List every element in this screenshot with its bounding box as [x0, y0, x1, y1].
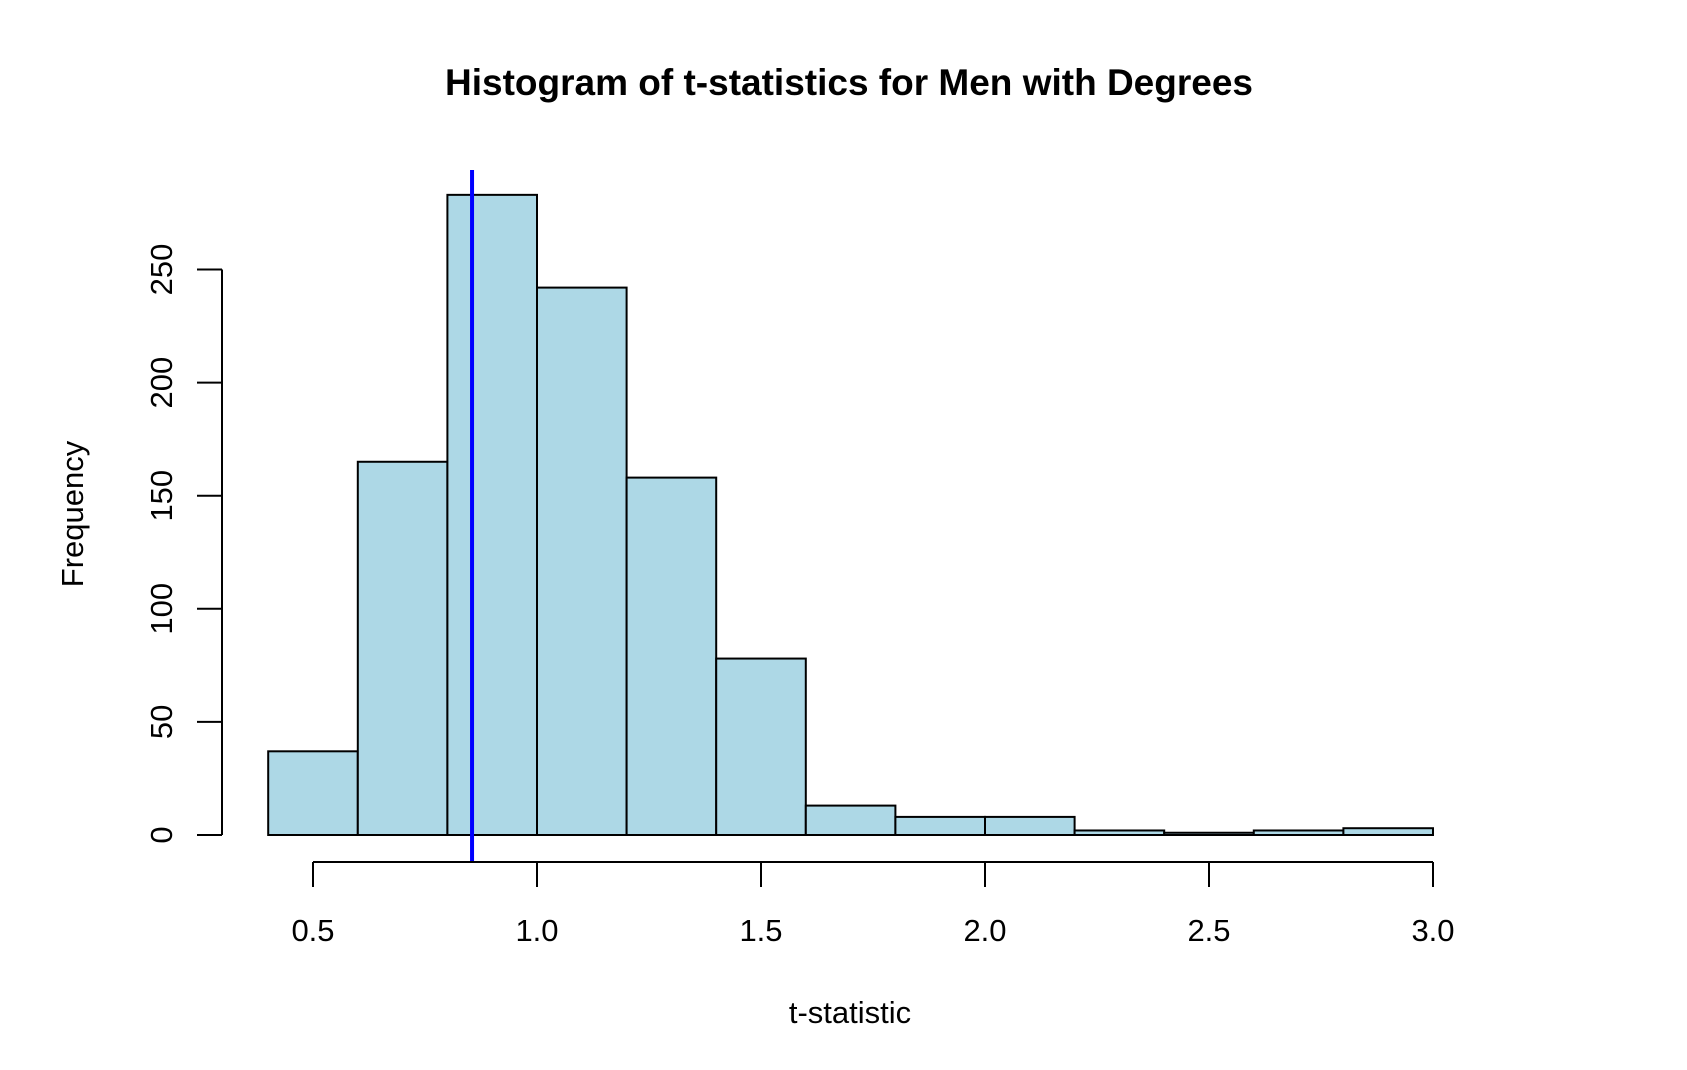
histogram-bar [356, 460, 449, 836]
histogram-bar [1342, 827, 1435, 836]
histogram-bar [1073, 829, 1166, 837]
x-axis-label: t-statistic [789, 995, 911, 1030]
histogram-bar [1252, 829, 1345, 837]
x-tick-label: 0.5 [291, 913, 334, 948]
x-tick-label: 3.0 [1411, 913, 1454, 948]
y-tick-label: 150 [144, 470, 179, 522]
histogram-bars [267, 193, 1435, 837]
histogram-bar [715, 657, 807, 837]
x-tick-label: 1.0 [515, 913, 558, 948]
x-tick-label: 2.5 [1187, 913, 1230, 948]
chart-title: Histogram of t-statistics for Men with D… [445, 62, 1253, 103]
histogram-bar [536, 286, 628, 836]
histogram-bar [1163, 831, 1255, 836]
x-tick-label: 1.5 [739, 913, 782, 948]
y-tick-label: 50 [144, 705, 179, 739]
x-tick-label: 2.0 [963, 913, 1006, 948]
histogram-bar [804, 804, 897, 836]
y-tick-label: 200 [144, 357, 179, 409]
histogram-bar [446, 193, 538, 836]
y-axis-label: Frequency [55, 440, 90, 587]
y-axis: 0 50 100 150 200 250 [144, 244, 223, 844]
histogram-bar [984, 815, 1076, 836]
histogram-bar [625, 476, 718, 836]
y-tick-label: 0 [144, 826, 179, 843]
x-axis: 0.5 1.0 1.5 2.0 2.5 3.0 [291, 861, 1455, 948]
histogram-bar [894, 815, 987, 836]
y-tick-label: 100 [144, 583, 179, 635]
y-tick-label: 250 [144, 244, 179, 296]
histogram-bar [267, 750, 359, 837]
